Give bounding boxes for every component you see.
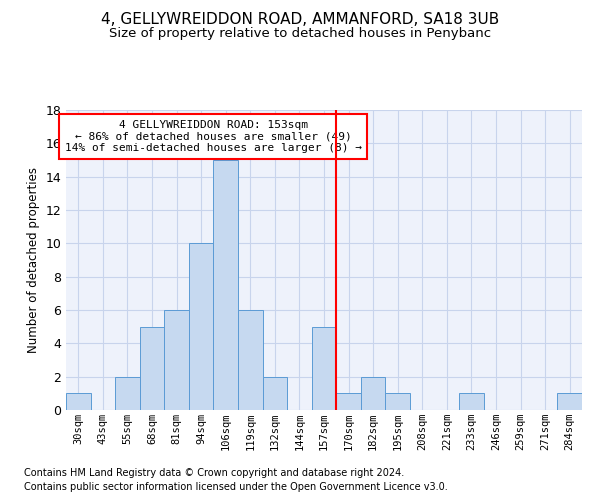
Bar bbox=[385, 394, 410, 410]
Text: 4, GELLYWREIDDON ROAD, AMMANFORD, SA18 3UB: 4, GELLYWREIDDON ROAD, AMMANFORD, SA18 3… bbox=[101, 12, 499, 28]
Bar bbox=[140, 326, 164, 410]
Text: 4 GELLYWREIDDON ROAD: 153sqm
← 86% of detached houses are smaller (49)
14% of se: 4 GELLYWREIDDON ROAD: 153sqm ← 86% of de… bbox=[65, 120, 362, 153]
Bar bbox=[214, 160, 238, 410]
Bar bbox=[459, 394, 484, 410]
Bar bbox=[263, 376, 287, 410]
Bar bbox=[238, 310, 263, 410]
Text: Size of property relative to detached houses in Penybanc: Size of property relative to detached ho… bbox=[109, 28, 491, 40]
Bar bbox=[66, 394, 91, 410]
Y-axis label: Number of detached properties: Number of detached properties bbox=[27, 167, 40, 353]
Bar bbox=[336, 394, 361, 410]
Bar bbox=[361, 376, 385, 410]
Bar bbox=[189, 244, 214, 410]
Bar bbox=[164, 310, 189, 410]
Bar bbox=[312, 326, 336, 410]
Text: Contains public sector information licensed under the Open Government Licence v3: Contains public sector information licen… bbox=[24, 482, 448, 492]
Text: Contains HM Land Registry data © Crown copyright and database right 2024.: Contains HM Land Registry data © Crown c… bbox=[24, 468, 404, 477]
Bar bbox=[115, 376, 140, 410]
Bar bbox=[557, 394, 582, 410]
